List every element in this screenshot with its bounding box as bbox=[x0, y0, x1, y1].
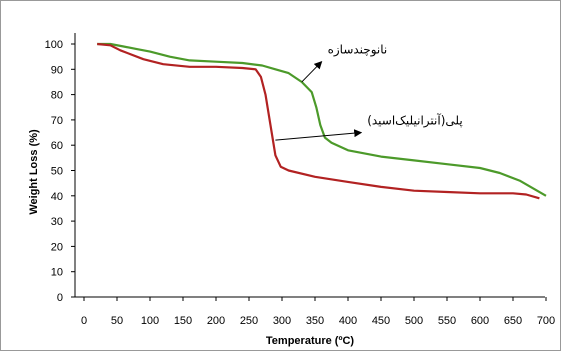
x-tick-label: 600 bbox=[471, 315, 489, 327]
y-tick-label: 60 bbox=[51, 140, 63, 152]
y-tick-label: 20 bbox=[51, 241, 63, 253]
y-tick-label: 100 bbox=[45, 39, 63, 51]
x-tick-label: 350 bbox=[306, 315, 324, 327]
y-tick-label: 50 bbox=[51, 166, 63, 178]
x-tick-label: 400 bbox=[339, 315, 357, 327]
y-tick-label: 0 bbox=[57, 292, 63, 304]
x-axis-title: Temperature (ºC) bbox=[266, 335, 354, 347]
x-tick-label: 700 bbox=[537, 315, 555, 327]
series-line-2 bbox=[97, 42, 540, 200]
x-tick-label: 550 bbox=[438, 315, 456, 327]
annotation-arrow bbox=[275, 129, 363, 141]
x-tick-label: 0 bbox=[81, 315, 87, 327]
x-tick-label: 150 bbox=[174, 315, 192, 327]
annotation-arrow bbox=[301, 60, 323, 83]
series-line-1 bbox=[97, 42, 547, 197]
x-tick-label: 250 bbox=[240, 315, 258, 327]
y-tick-label: 90 bbox=[51, 64, 63, 76]
x-tick-label: 500 bbox=[405, 315, 423, 327]
annotation-label: نانوچندسازه bbox=[328, 43, 388, 58]
y-tick-label: 40 bbox=[51, 191, 63, 203]
x-tick-label: 300 bbox=[273, 315, 291, 327]
x-tick-label: 50 bbox=[111, 315, 123, 327]
y-tick-label: 10 bbox=[51, 267, 63, 279]
x-tick-label: 450 bbox=[372, 315, 390, 327]
y-axis-title: Weight Loss (%) bbox=[28, 129, 40, 215]
x-tick-label: 650 bbox=[504, 315, 522, 327]
annotation-label: پلی(آنترانیلیک‌اسید) bbox=[367, 113, 463, 129]
x-tick-label: 200 bbox=[207, 315, 225, 327]
x-tick-label: 100 bbox=[141, 315, 159, 327]
y-tick-label: 30 bbox=[51, 216, 63, 228]
y-tick-label: 80 bbox=[51, 90, 63, 102]
y-tick-label: 70 bbox=[51, 115, 63, 127]
